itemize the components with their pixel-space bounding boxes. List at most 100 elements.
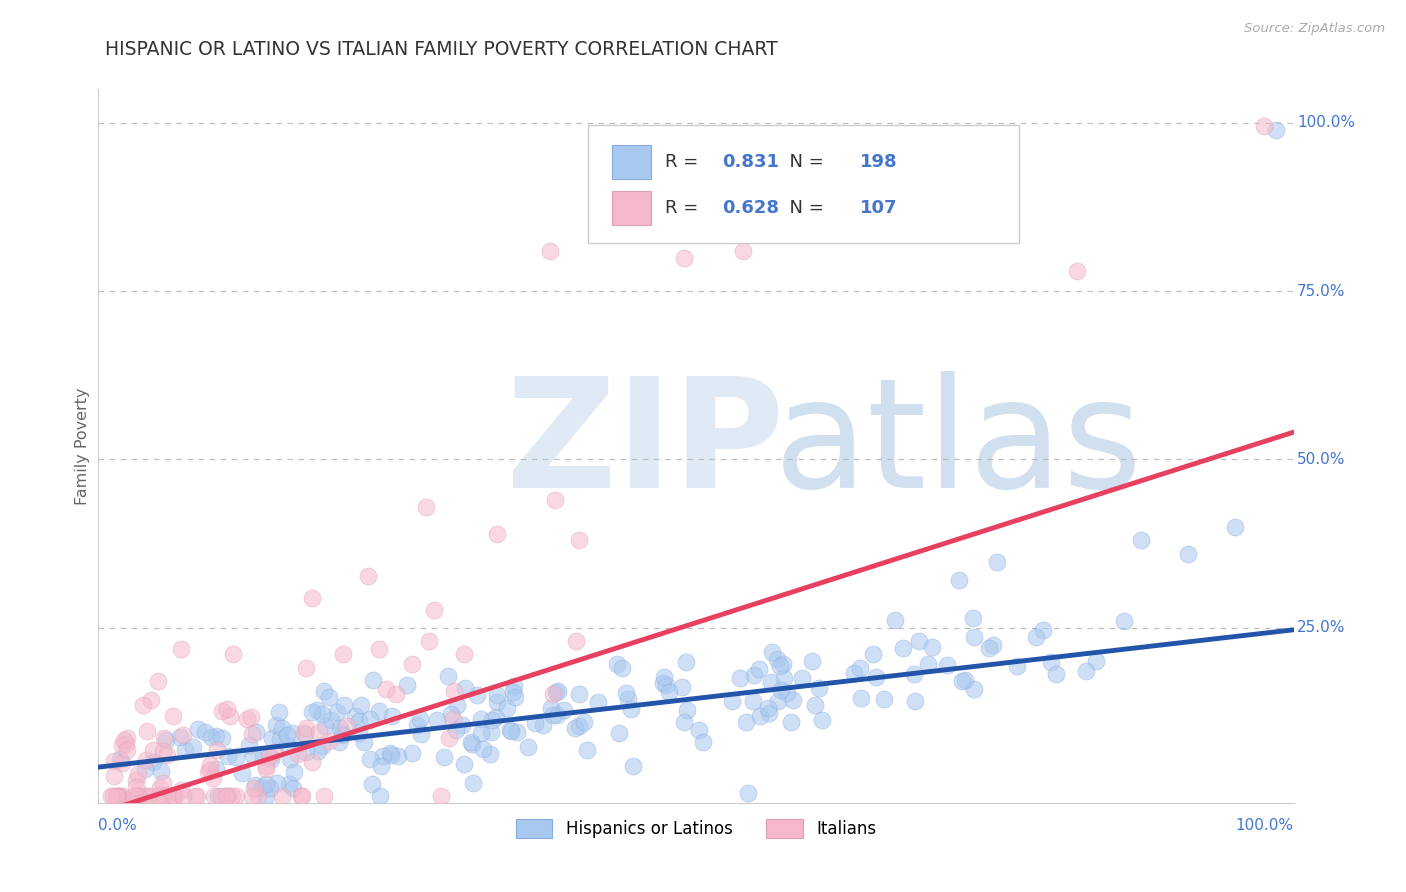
Point bbox=[207, 789, 229, 803]
Point bbox=[254, 759, 277, 773]
Text: atlas: atlas bbox=[773, 371, 1143, 521]
Point bbox=[312, 684, 335, 698]
Point bbox=[311, 739, 333, 754]
Point bbox=[652, 670, 675, 684]
Point bbox=[115, 743, 138, 757]
Point bbox=[742, 668, 765, 682]
Point bbox=[502, 685, 524, 699]
Point bbox=[271, 789, 294, 803]
Point bbox=[172, 727, 194, 741]
Point bbox=[463, 776, 485, 790]
Point bbox=[804, 698, 827, 713]
Text: HISPANIC OR LATINO VS ITALIAN FAMILY POVERTY CORRELATION CHART: HISPANIC OR LATINO VS ITALIAN FAMILY POV… bbox=[105, 40, 778, 59]
Point bbox=[811, 713, 834, 727]
Point bbox=[132, 698, 155, 712]
Point bbox=[1074, 664, 1097, 678]
Point bbox=[138, 789, 160, 803]
Point bbox=[523, 716, 546, 731]
Point bbox=[103, 755, 125, 769]
Point bbox=[772, 657, 794, 671]
Point bbox=[368, 641, 391, 656]
Point bbox=[142, 742, 165, 756]
Point bbox=[112, 733, 135, 747]
Text: 0.628: 0.628 bbox=[723, 199, 779, 217]
Point bbox=[373, 749, 395, 764]
Point bbox=[301, 705, 323, 719]
Point bbox=[231, 766, 253, 780]
Point bbox=[862, 647, 884, 661]
Point bbox=[568, 687, 591, 701]
FancyBboxPatch shape bbox=[589, 125, 1019, 243]
Point bbox=[271, 721, 294, 735]
Text: N =: N = bbox=[779, 199, 830, 217]
Point bbox=[368, 704, 391, 718]
Point bbox=[202, 789, 225, 803]
Point bbox=[215, 789, 238, 803]
Point bbox=[294, 661, 316, 675]
Point bbox=[776, 686, 799, 700]
Point bbox=[921, 640, 943, 654]
Point bbox=[361, 777, 384, 791]
Point bbox=[1177, 547, 1199, 561]
Point bbox=[441, 712, 464, 726]
Point bbox=[651, 675, 673, 690]
Point bbox=[202, 771, 225, 785]
Point bbox=[1085, 654, 1108, 668]
Point bbox=[688, 723, 710, 737]
Point bbox=[935, 658, 957, 673]
Point bbox=[359, 752, 381, 766]
Point bbox=[460, 735, 482, 749]
Point bbox=[103, 769, 125, 783]
Point bbox=[1045, 667, 1067, 681]
Point bbox=[125, 780, 148, 794]
Point bbox=[543, 687, 565, 701]
Point bbox=[146, 673, 169, 688]
Point bbox=[336, 719, 359, 733]
Point bbox=[565, 633, 588, 648]
Point bbox=[318, 733, 340, 747]
Point bbox=[153, 731, 176, 746]
Point bbox=[979, 640, 1001, 655]
Point bbox=[217, 789, 239, 803]
Y-axis label: Family Poverty: Family Poverty bbox=[75, 387, 90, 505]
Point bbox=[568, 533, 591, 548]
Point bbox=[318, 690, 340, 704]
Point bbox=[183, 739, 205, 754]
Point bbox=[758, 706, 780, 721]
Point bbox=[1223, 520, 1246, 534]
Text: 100.0%: 100.0% bbox=[1298, 115, 1355, 130]
Point bbox=[735, 714, 758, 729]
Point bbox=[986, 556, 1008, 570]
Point bbox=[115, 731, 138, 745]
Text: 25.0%: 25.0% bbox=[1298, 620, 1346, 635]
Text: 75.0%: 75.0% bbox=[1298, 284, 1346, 299]
Point bbox=[450, 718, 472, 732]
Point bbox=[620, 702, 643, 716]
Point bbox=[301, 591, 323, 606]
Point bbox=[496, 701, 519, 715]
Point bbox=[110, 789, 132, 803]
Point bbox=[169, 783, 191, 797]
Point bbox=[429, 789, 451, 803]
Point bbox=[259, 780, 281, 795]
Point bbox=[368, 789, 391, 803]
Point bbox=[111, 789, 134, 803]
Point bbox=[538, 244, 561, 258]
Point bbox=[655, 678, 678, 692]
Point bbox=[411, 727, 433, 741]
Point bbox=[461, 737, 484, 751]
Point bbox=[737, 786, 759, 800]
Point bbox=[792, 671, 814, 685]
Point bbox=[621, 759, 644, 773]
Point bbox=[142, 755, 165, 769]
Point bbox=[499, 723, 522, 738]
Point bbox=[370, 759, 392, 773]
Point bbox=[1130, 533, 1153, 548]
Point bbox=[276, 728, 298, 742]
Point bbox=[443, 683, 465, 698]
Point bbox=[127, 767, 149, 781]
Point bbox=[245, 778, 267, 792]
Point bbox=[135, 789, 157, 803]
Point bbox=[800, 654, 823, 668]
Point bbox=[225, 789, 247, 803]
